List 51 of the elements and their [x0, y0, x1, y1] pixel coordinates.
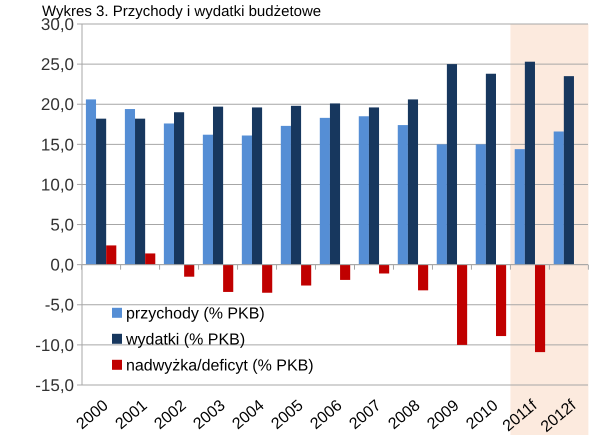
- bar: [446, 64, 458, 265]
- bar: [124, 109, 136, 265]
- bar: [340, 264, 350, 280]
- bar: [242, 136, 252, 265]
- y-tick-label: -10,0: [35, 336, 74, 355]
- bar: [145, 253, 156, 265]
- bar: [486, 74, 496, 265]
- bar: [280, 126, 291, 265]
- bar: [514, 149, 525, 265]
- bar: [106, 245, 116, 265]
- bar: [418, 264, 428, 290]
- bar: [534, 264, 546, 352]
- bar: [135, 118, 146, 265]
- bar: [184, 264, 194, 277]
- bar: [398, 125, 408, 265]
- bar: [524, 62, 535, 265]
- bar: [476, 144, 486, 265]
- bar: [564, 76, 574, 265]
- bar: [96, 118, 106, 265]
- bar: [212, 106, 224, 265]
- y-tick-label: 15,0: [40, 135, 74, 154]
- bar: [290, 106, 302, 265]
- chart-title: Wykres 3. Przychody i wydatki budżetowe: [42, 3, 322, 20]
- bar: [408, 99, 418, 265]
- y-tick-label: 10,0: [40, 175, 74, 194]
- bar: [252, 107, 262, 265]
- legend-label: wydatki (% PKB): [125, 331, 246, 348]
- bar: [174, 112, 184, 265]
- bar: [330, 103, 340, 265]
- bar: [320, 118, 330, 265]
- legend-label: nadwyżka/deficyt (% PKB): [126, 357, 314, 374]
- bar: [496, 264, 506, 336]
- bar: [223, 264, 234, 292]
- bar: [164, 123, 174, 265]
- y-tick-label: 20,0: [40, 95, 74, 114]
- y-tick-label: 5,0: [50, 216, 74, 235]
- y-tick-label: -15,0: [35, 376, 74, 395]
- bar: [202, 134, 213, 265]
- bar: [358, 116, 369, 265]
- y-tick-label: -5,0: [44, 296, 74, 315]
- bar: [379, 264, 390, 274]
- bar: [86, 99, 96, 265]
- y-tick-label: 0,0: [50, 256, 74, 275]
- bar: [554, 132, 564, 265]
- bar: [457, 264, 468, 345]
- y-tick-label: 25,0: [40, 55, 74, 74]
- bar: [436, 144, 447, 265]
- bar: [262, 264, 272, 293]
- bar: [368, 107, 380, 265]
- bar: [301, 264, 312, 286]
- legend-label: przychody (% PKB): [126, 305, 265, 322]
